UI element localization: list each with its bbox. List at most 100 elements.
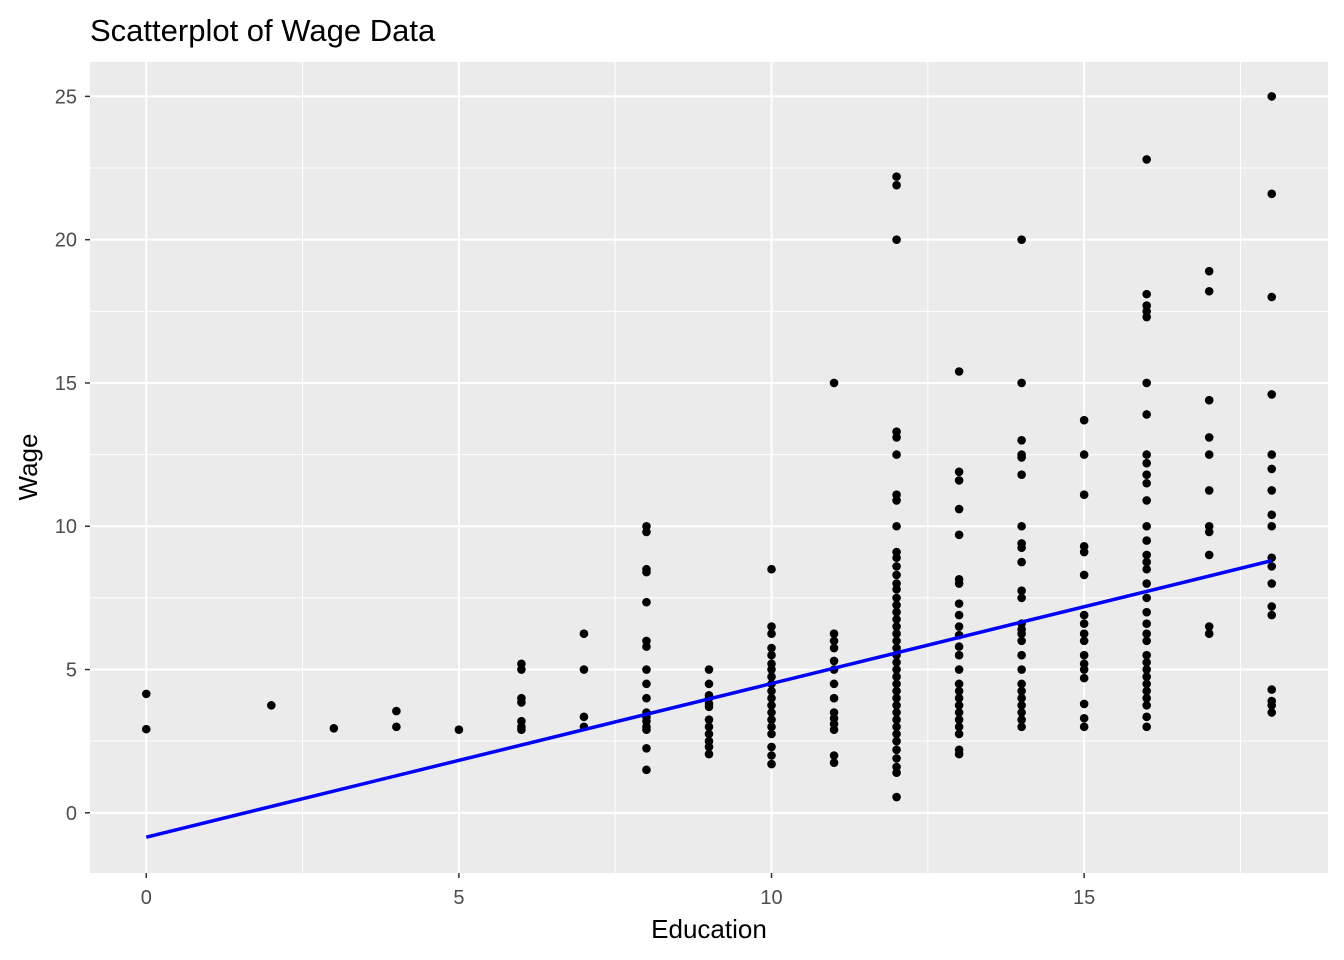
y-tick-label: 5 [66, 660, 77, 682]
data-point [392, 706, 401, 716]
regression-line [145, 558, 1273, 839]
data-point [892, 658, 901, 667]
x-axis-ticks: 0 5 10 15 [141, 873, 1095, 909]
data-point [767, 665, 776, 674]
data-point [642, 665, 651, 674]
data-point [1204, 622, 1214, 631]
data-point [892, 496, 901, 505]
data-point [1204, 550, 1214, 560]
data-point [267, 701, 276, 710]
data-point [767, 650, 776, 660]
data-point [1267, 292, 1277, 302]
data-point [892, 615, 901, 624]
data-point [767, 643, 776, 653]
data-point [892, 622, 901, 631]
data-point [1204, 450, 1214, 459]
data-point [1017, 235, 1026, 244]
data-point [1142, 579, 1151, 588]
data-point [829, 643, 839, 653]
data-point [1142, 701, 1151, 710]
data-point [1017, 543, 1026, 553]
data-point [1017, 722, 1026, 732]
data-point [1079, 610, 1089, 620]
data-point [1267, 450, 1277, 459]
data-point [1079, 490, 1089, 500]
data-point [1142, 686, 1151, 696]
x-tick-label: 0 [141, 887, 152, 909]
data-point [1142, 619, 1151, 628]
data-point [1079, 547, 1089, 557]
data-point [1017, 453, 1026, 462]
data-point [829, 679, 839, 689]
data-point [954, 467, 964, 477]
data-point [1142, 557, 1151, 567]
data-point [892, 792, 901, 802]
data-point [892, 553, 901, 563]
data-points [141, 92, 1277, 802]
data-point [1142, 470, 1151, 479]
data-point [1017, 701, 1026, 710]
data-point [1017, 629, 1026, 639]
data-point [1267, 562, 1277, 571]
data-point [141, 689, 151, 699]
data-point [892, 745, 901, 755]
data-point [892, 235, 901, 244]
data-point [704, 722, 714, 732]
data-point [1142, 672, 1151, 681]
data-point [1017, 686, 1026, 696]
data-point [1079, 699, 1089, 709]
data-point [767, 686, 776, 696]
data-point [1079, 673, 1089, 683]
data-point [392, 722, 401, 732]
data-point [1017, 593, 1026, 603]
y-axis-title: Wage [13, 434, 43, 501]
data-point [892, 665, 901, 674]
y-axis-ticks: 0 5 10 15 20 25 [55, 86, 90, 825]
data-point [829, 725, 839, 735]
data-point [892, 172, 901, 181]
data-point [1142, 679, 1151, 689]
data-point [642, 765, 651, 775]
data-point [1142, 722, 1151, 732]
data-point [767, 751, 776, 760]
data-point [642, 642, 651, 651]
data-point [1142, 550, 1151, 560]
data-point [767, 708, 776, 717]
data-point [892, 693, 901, 703]
data-point [1142, 536, 1151, 545]
y-tick-label: 0 [66, 803, 77, 825]
data-point [1142, 312, 1151, 322]
data-point [954, 665, 964, 674]
data-point [892, 708, 901, 717]
data-point [1079, 619, 1089, 628]
data-point [1204, 395, 1214, 405]
y-tick-label: 10 [55, 516, 77, 538]
data-point [1204, 286, 1214, 296]
data-point [642, 567, 651, 577]
data-point [1142, 496, 1151, 505]
data-point [1017, 557, 1026, 567]
data-point [1142, 636, 1151, 646]
data-point [1267, 510, 1277, 520]
data-point [892, 433, 901, 442]
x-tick-label: 15 [1073, 887, 1095, 909]
data-point [1142, 450, 1151, 459]
data-point [1204, 527, 1214, 537]
data-point [642, 679, 651, 689]
data-point [954, 367, 964, 376]
data-point [954, 749, 964, 759]
data-point [1267, 189, 1277, 199]
data-point [892, 180, 901, 190]
data-point [767, 672, 776, 681]
data-point [954, 701, 964, 710]
data-point [892, 629, 901, 639]
data-point [1017, 715, 1026, 724]
data-point [767, 729, 776, 739]
data-point [704, 665, 714, 674]
data-point [1142, 289, 1151, 299]
data-point [1017, 470, 1026, 479]
data-point [829, 693, 839, 703]
data-point [954, 476, 964, 485]
data-point [767, 564, 776, 574]
data-point [1267, 521, 1277, 531]
